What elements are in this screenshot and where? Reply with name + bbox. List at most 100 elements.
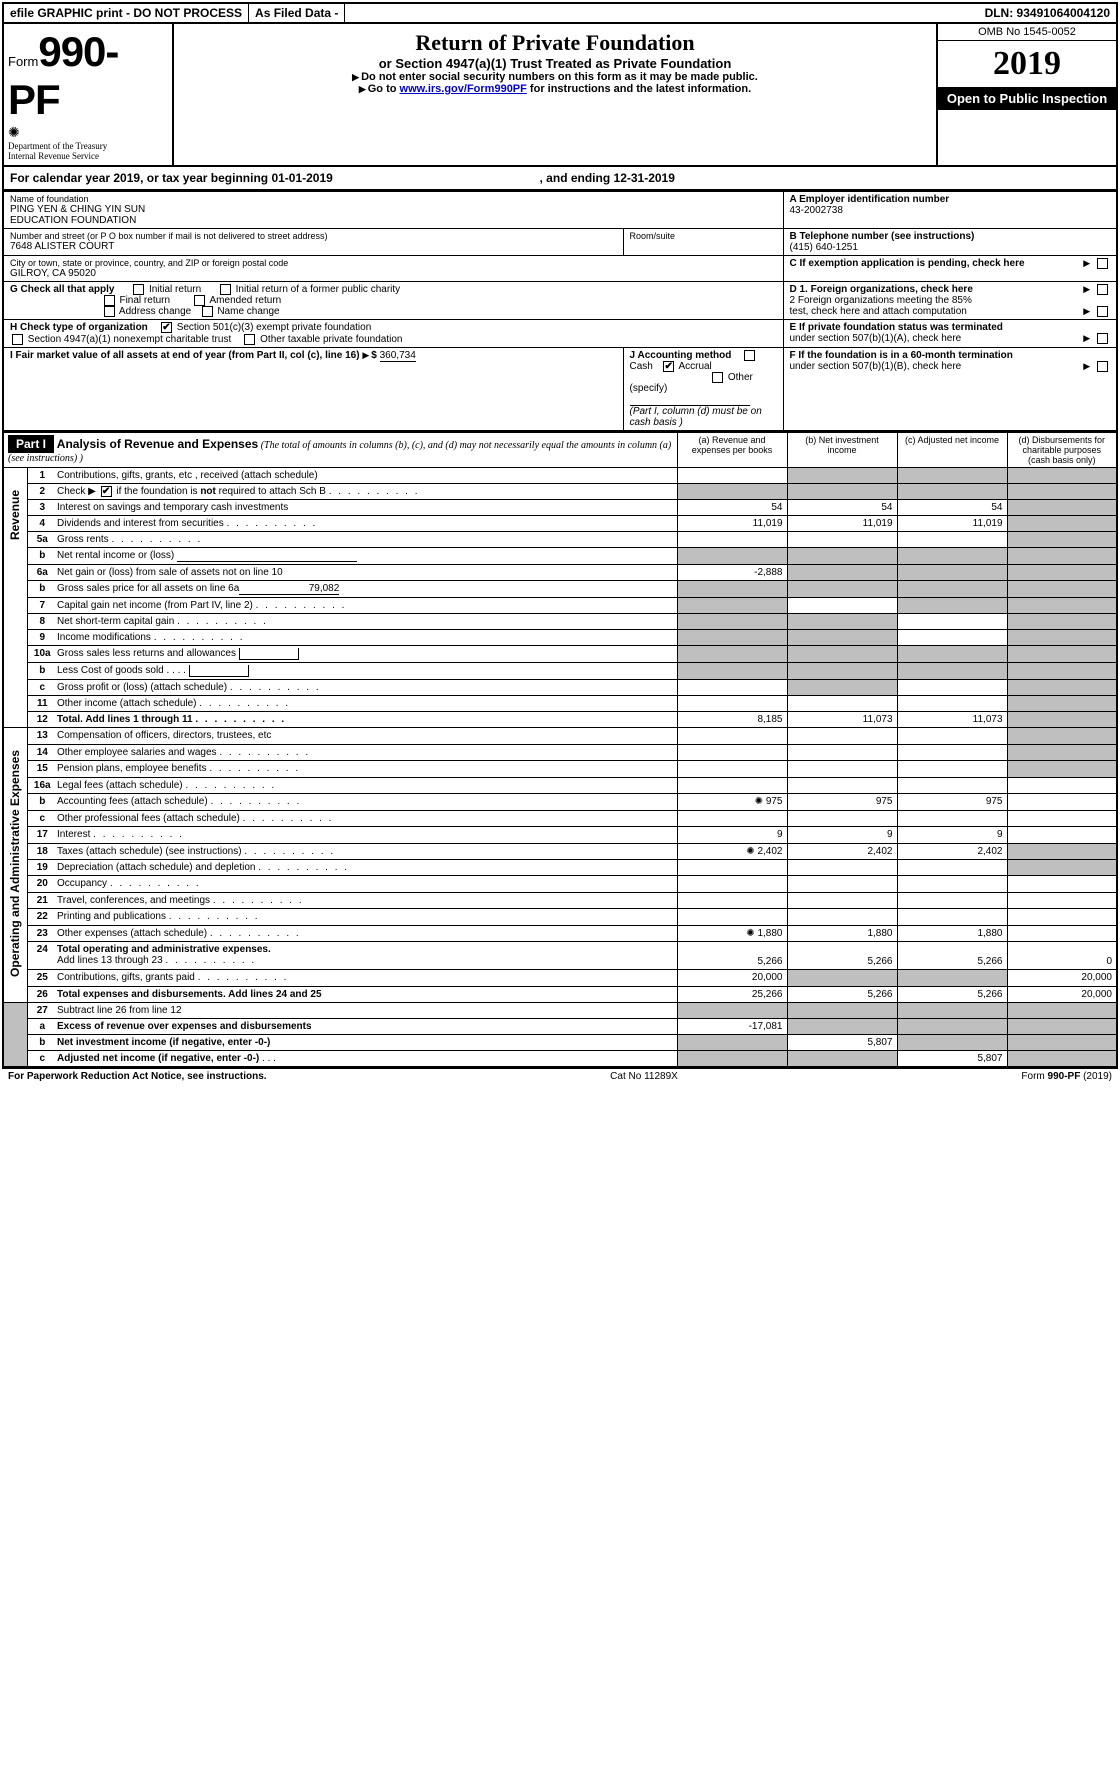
part1-title: Analysis of Revenue and Expenses — [57, 437, 258, 451]
h-other-checkbox[interactable] — [244, 334, 255, 345]
j-accrual-checkbox[interactable] — [663, 361, 674, 372]
j-note: (Part I, column (d) must be on cash basi… — [630, 406, 762, 428]
omb-number: OMB No 1545-0052 — [938, 24, 1116, 41]
row-9: Income modifications — [57, 630, 677, 646]
row-10b: Less Cost of goods sold . . . . — [57, 663, 677, 680]
row-16c: Other professional fees (attach schedule… — [57, 810, 677, 826]
foundation-name: PING YEN & CHING YIN SUN EDUCATION FOUND… — [10, 204, 777, 226]
col-a-header: (a) Revenue and expenses per books — [677, 433, 787, 468]
name-label: Name of foundation — [10, 194, 777, 204]
revenue-side-label: Revenue — [8, 470, 22, 560]
row-6a: Net gain or (loss) from sale of assets n… — [57, 565, 677, 581]
row-22: Printing and publications — [57, 909, 677, 925]
row-3: Interest on savings and temporary cash i… — [57, 500, 677, 516]
expenses-side-label: Operating and Administrative Expenses — [8, 730, 22, 997]
row-17: Interest — [57, 827, 677, 843]
g-former-checkbox[interactable] — [220, 284, 231, 295]
goto-pre: Go to — [368, 83, 400, 95]
g-address: Address change — [119, 306, 191, 317]
h-opt2: Section 4947(a)(1) nonexempt charitable … — [28, 334, 231, 345]
row-8: Net short-term capital gain — [57, 614, 677, 630]
row-24: Total operating and administrative expen… — [57, 942, 677, 970]
schb-checkbox[interactable] — [101, 486, 112, 497]
e-checkbox[interactable] — [1097, 333, 1108, 344]
city-label: City or town, state or province, country… — [10, 258, 777, 268]
g-name-checkbox[interactable] — [202, 306, 213, 317]
form-subtitle: or Section 4947(a)(1) Trust Treated as P… — [180, 56, 930, 71]
footer-left: For Paperwork Reduction Act Notice, see … — [8, 1071, 267, 1082]
g-former: Initial return of a former public charit… — [236, 284, 401, 295]
efile-label: efile GRAPHIC print - DO NOT PROCESS — [4, 4, 249, 22]
top-bar: efile GRAPHIC print - DO NOT PROCESS As … — [2, 2, 1118, 24]
g-initial-checkbox[interactable] — [133, 284, 144, 295]
row-27: Subtract line 26 from line 12 — [57, 1003, 677, 1019]
row-12: Total. Add lines 1 through 11 — [57, 712, 677, 728]
g-final-checkbox[interactable] — [104, 295, 115, 306]
form-number: 990-PF — [8, 28, 118, 123]
e1-label: E If private foundation status was termi… — [790, 322, 1003, 333]
row-21: Travel, conferences, and meetings — [57, 892, 677, 908]
h-501c3-checkbox[interactable] — [161, 322, 172, 333]
part1-header: Part I — [8, 435, 54, 453]
g-address-checkbox[interactable] — [104, 306, 115, 317]
g-name: Name change — [217, 306, 279, 317]
ein-label: A Employer identification number — [790, 194, 1111, 205]
d2a-label: 2 Foreign organizations meeting the 85% — [790, 295, 972, 306]
j-other-checkbox[interactable] — [712, 372, 723, 383]
g-label: G Check all that apply — [10, 284, 114, 295]
form-header: Form990-PF ✺ Department of the Treasury … — [2, 24, 1118, 167]
form-prefix: Form — [8, 54, 38, 69]
h-opt3: Other taxable private foundation — [260, 334, 402, 345]
tax-year: 2019 — [938, 41, 1116, 87]
room-label: Room/suite — [630, 231, 777, 241]
i-label: I Fair market value of all assets at end… — [10, 350, 360, 361]
col-c-header: (c) Adjusted net income — [897, 433, 1007, 468]
row-5a: Gross rents — [57, 532, 677, 548]
j-cash: Cash — [630, 361, 653, 372]
g-initial: Initial return — [149, 284, 201, 295]
asfiled-label: As Filed Data - — [249, 4, 345, 22]
attach-icon: ✺ — [746, 928, 754, 939]
i-value: 360,734 — [380, 350, 416, 362]
col-b-header: (b) Net investment income — [787, 433, 897, 468]
row-18: Taxes (attach schedule) (see instruction… — [57, 843, 677, 859]
cal-end: , and ending 12-31-2019 — [540, 171, 675, 185]
cal-pre: For calendar year 2019, or tax year begi… — [10, 171, 333, 185]
calendar-year-row: For calendar year 2019, or tax year begi… — [2, 167, 1118, 191]
row-26: Total expenses and disbursements. Add li… — [57, 986, 677, 1003]
g-amended-checkbox[interactable] — [194, 295, 205, 306]
d1-checkbox[interactable] — [1097, 284, 1108, 295]
entity-info-table: Name of foundation PING YEN & CHING YIN … — [2, 191, 1118, 432]
addr-label: Number and street (or P O box number if … — [10, 231, 617, 241]
footer-right: Form 990-PF (2019) — [1021, 1071, 1112, 1082]
ein-value: 43-2002738 — [790, 205, 1111, 216]
h-4947-checkbox[interactable] — [12, 334, 23, 345]
row-7: Capital gain net income (from Part IV, l… — [57, 598, 677, 614]
irs-link[interactable]: www.irs.gov/Form990PF — [400, 83, 527, 95]
row-10c: Gross profit or (loss) (attach schedule) — [57, 680, 677, 696]
addr-value: 7648 ALISTER COURT — [10, 241, 617, 252]
row-14: Other employee salaries and wages — [57, 744, 677, 760]
row-11: Other income (attach schedule) — [57, 696, 677, 712]
row-5b: Net rental income or (loss) — [57, 548, 677, 565]
row-13: Compensation of officers, directors, tru… — [57, 728, 677, 744]
city-value: GILROY, CA 95020 — [10, 268, 777, 279]
d2-checkbox[interactable] — [1097, 306, 1108, 317]
open-inspection: Open to Public Inspection — [938, 87, 1116, 110]
f1-label: F If the foundation is in a 60-month ter… — [790, 350, 1013, 361]
row-1: Contributions, gifts, grants, etc , rece… — [57, 468, 677, 484]
c-checkbox[interactable] — [1097, 258, 1108, 269]
row-16b: Accounting fees (attach schedule) — [57, 794, 677, 810]
g-amended: Amended return — [210, 295, 282, 306]
phone-label: B Telephone number (see instructions) — [790, 231, 1111, 242]
page-footer: For Paperwork Reduction Act Notice, see … — [2, 1068, 1118, 1084]
attach-icon: ✺ — [746, 846, 754, 857]
j-other: Other (specify) — [630, 372, 753, 394]
f-checkbox[interactable] — [1097, 361, 1108, 372]
row-10a: Gross sales less returns and allowances — [57, 646, 677, 663]
row-23: Other expenses (attach schedule) — [57, 925, 677, 941]
j-cash-checkbox[interactable] — [744, 350, 755, 361]
col-d-header: (d) Disbursements for charitable purpose… — [1007, 433, 1117, 468]
row-25: Contributions, gifts, grants paid — [57, 970, 677, 986]
c-label: C If exemption application is pending, c… — [790, 258, 1025, 269]
